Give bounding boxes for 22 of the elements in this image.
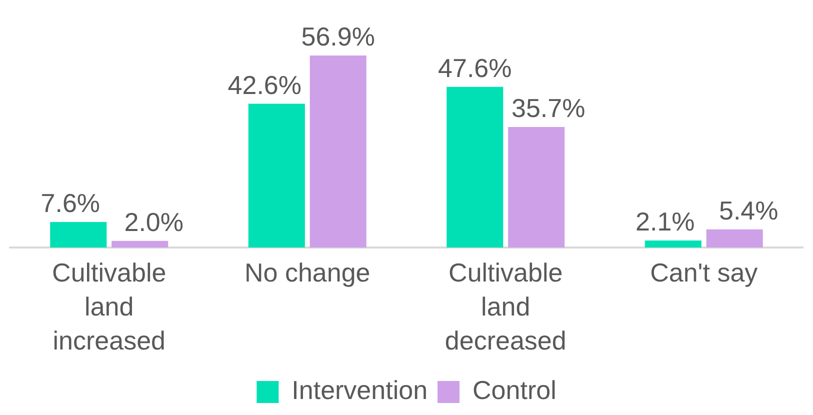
- bar: [112, 240, 168, 248]
- bar: [50, 222, 107, 248]
- data-label: 7.6%: [40, 188, 100, 218]
- legend-label: Intervention: [292, 375, 428, 406]
- x-tick-label: No change: [244, 258, 370, 288]
- data-label: 5.4%: [718, 196, 778, 226]
- data-label: 47.6%: [438, 53, 512, 84]
- legend-label: Control: [472, 375, 556, 406]
- bar: [248, 104, 305, 248]
- bar: [310, 55, 366, 248]
- x-tick-label: Cultivable land decreased: [444, 258, 566, 356]
- data-label: 2.1%: [636, 206, 695, 237]
- bar: [508, 127, 565, 248]
- bar: [644, 240, 702, 248]
- data-label: 2.0%: [124, 207, 184, 238]
- data-label: 56.9%: [301, 22, 375, 52]
- x-tick-label: Can't say: [650, 258, 758, 288]
- data-label: 42.6%: [228, 70, 302, 100]
- bar: [446, 86, 504, 248]
- data-label: 35.7%: [511, 93, 586, 124]
- x-tick-label: Cultivable land increased: [52, 258, 166, 356]
- bar: [706, 229, 763, 248]
